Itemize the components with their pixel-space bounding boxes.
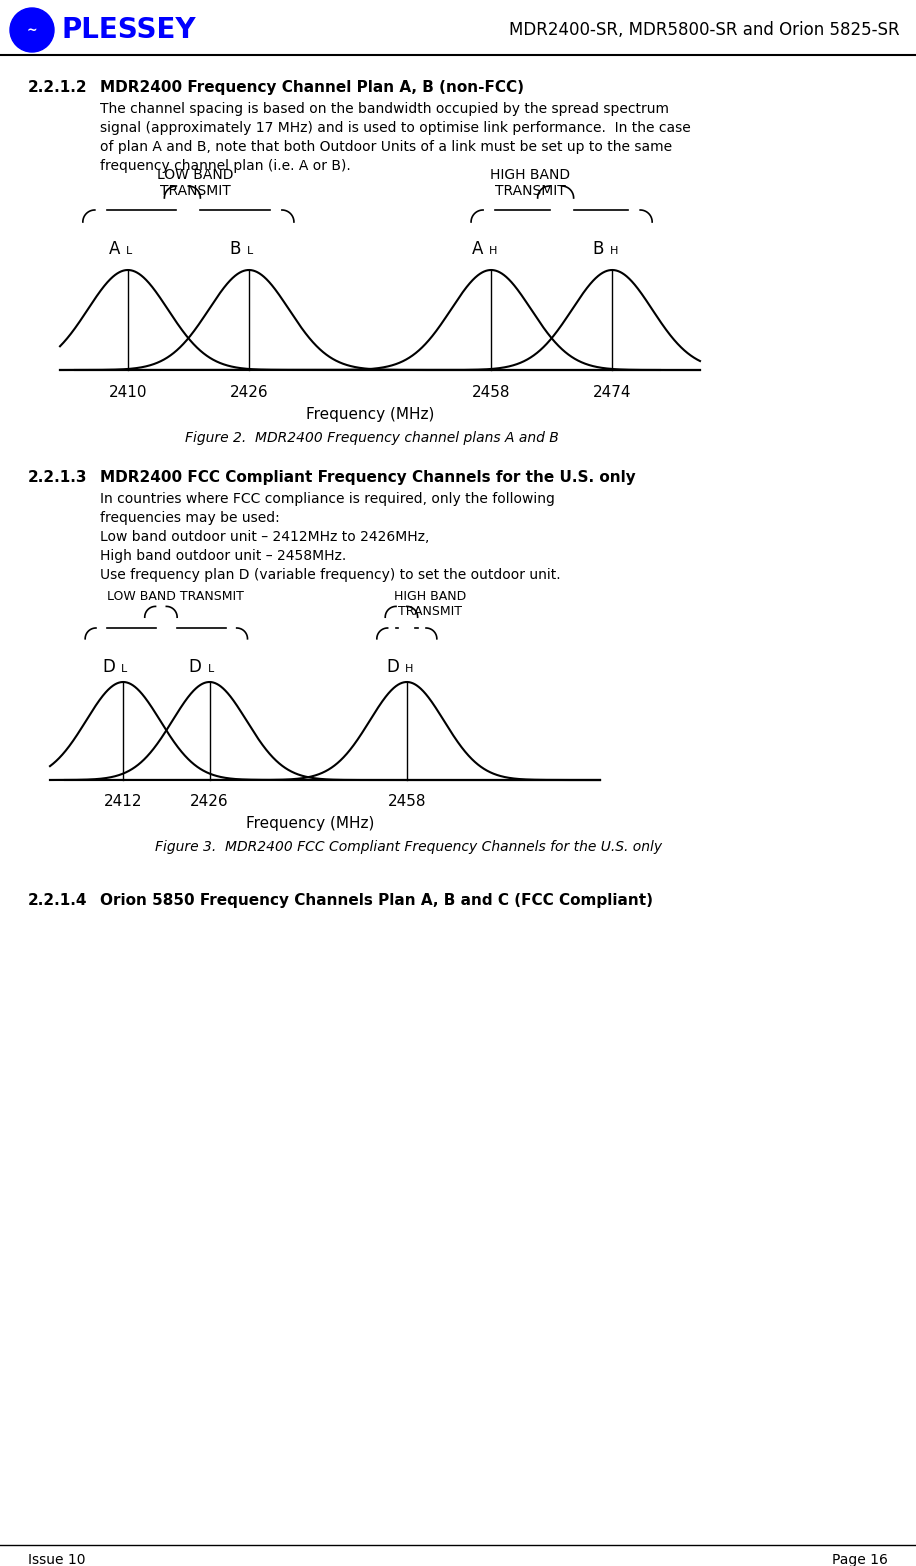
Text: MDR2400 Frequency Channel Plan A, B (non-FCC): MDR2400 Frequency Channel Plan A, B (non… — [100, 80, 524, 96]
Text: B: B — [593, 240, 605, 258]
Text: D: D — [103, 658, 115, 677]
Text: frequency channel plan (i.e. A or B).: frequency channel plan (i.e. A or B). — [100, 160, 351, 172]
Text: 2458: 2458 — [472, 385, 510, 399]
Text: A: A — [472, 240, 483, 258]
Text: Use frequency plan D (variable frequency) to set the outdoor unit.: Use frequency plan D (variable frequency… — [100, 568, 561, 583]
Text: 2426: 2426 — [230, 385, 268, 399]
Text: H: H — [610, 246, 618, 255]
Text: Figure 2.  MDR2400 Frequency channel plans A and B: Figure 2. MDR2400 Frequency channel plan… — [185, 431, 559, 445]
Text: MDR2400-SR, MDR5800-SR and Orion 5825-SR: MDR2400-SR, MDR5800-SR and Orion 5825-SR — [509, 20, 900, 39]
Text: Frequency (MHz): Frequency (MHz) — [245, 816, 375, 832]
Text: of plan A and B, note that both Outdoor Units of a link must be set up to the sa: of plan A and B, note that both Outdoor … — [100, 139, 672, 153]
Text: 2.2.1.4: 2.2.1.4 — [28, 893, 88, 908]
Text: L: L — [247, 246, 253, 255]
Circle shape — [10, 8, 54, 52]
Text: In countries where FCC compliance is required, only the following: In countries where FCC compliance is req… — [100, 492, 555, 506]
Text: L: L — [121, 664, 127, 673]
Text: 2410: 2410 — [109, 385, 147, 399]
Text: Orion 5850 Frequency Channels Plan A, B and C (FCC Compliant): Orion 5850 Frequency Channels Plan A, B … — [100, 893, 653, 908]
Text: H: H — [405, 664, 413, 673]
Text: PLESSEY: PLESSEY — [62, 16, 197, 44]
Text: 2.2.1.3: 2.2.1.3 — [28, 470, 88, 485]
Text: frequencies may be used:: frequencies may be used: — [100, 511, 279, 525]
Text: The channel spacing is based on the bandwidth occupied by the spread spectrum: The channel spacing is based on the band… — [100, 102, 669, 116]
Text: 2426: 2426 — [191, 794, 229, 810]
Text: L: L — [208, 664, 213, 673]
Text: D: D — [189, 658, 202, 677]
Text: B: B — [230, 240, 241, 258]
Text: ~: ~ — [27, 23, 38, 36]
Text: Page 16: Page 16 — [832, 1553, 888, 1566]
Text: 2.2.1.2: 2.2.1.2 — [28, 80, 88, 96]
Text: 2458: 2458 — [387, 794, 426, 810]
Text: A: A — [108, 240, 120, 258]
Text: Figure 3.  MDR2400 FCC Compliant Frequency Channels for the U.S. only: Figure 3. MDR2400 FCC Compliant Frequenc… — [155, 839, 662, 853]
Text: D: D — [386, 658, 398, 677]
Text: H: H — [489, 246, 497, 255]
Text: signal (approximately 17 MHz) and is used to optimise link performance.  In the : signal (approximately 17 MHz) and is use… — [100, 121, 691, 135]
Text: Low band outdoor unit – 2412MHz to 2426MHz,: Low band outdoor unit – 2412MHz to 2426M… — [100, 529, 430, 543]
Text: L: L — [125, 246, 132, 255]
Text: LOW BAND TRANSMIT: LOW BAND TRANSMIT — [106, 590, 244, 603]
Text: High band outdoor unit – 2458MHz.: High band outdoor unit – 2458MHz. — [100, 550, 346, 564]
Text: 2474: 2474 — [593, 385, 631, 399]
Text: HIGH BAND
TRANSMIT: HIGH BAND TRANSMIT — [394, 590, 466, 619]
Text: LOW BAND
TRANSMIT: LOW BAND TRANSMIT — [157, 168, 234, 199]
Text: MDR2400 FCC Compliant Frequency Channels for the U.S. only: MDR2400 FCC Compliant Frequency Channels… — [100, 470, 636, 485]
Text: Issue 10: Issue 10 — [28, 1553, 85, 1566]
Text: Frequency (MHz): Frequency (MHz) — [306, 407, 434, 421]
Text: 2412: 2412 — [104, 794, 142, 810]
Text: HIGH BAND
TRANSMIT: HIGH BAND TRANSMIT — [490, 168, 570, 199]
